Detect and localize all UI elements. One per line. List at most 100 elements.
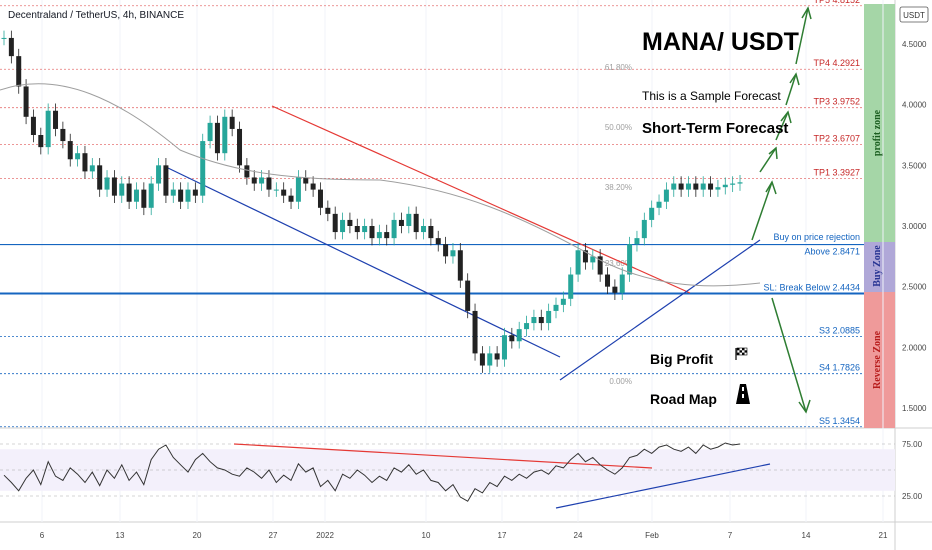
candle-body xyxy=(509,335,515,342)
candle-body xyxy=(685,183,691,190)
candle-body xyxy=(450,250,456,257)
buy-zone xyxy=(864,242,895,292)
candle-body xyxy=(104,177,110,190)
downside-arrow xyxy=(771,297,807,413)
price-tick-label: 4.5000 xyxy=(902,40,927,49)
candle-body xyxy=(45,110,51,148)
time-tick-label: 14 xyxy=(802,531,811,540)
descending-resistance-line[interactable] xyxy=(271,105,691,294)
candle-body xyxy=(16,56,22,87)
symbol-header: Decentraland / TetherUS, 4h, BINANCE xyxy=(8,10,184,21)
level-label: SL: Break Below 2.4434 xyxy=(763,283,860,293)
candle-body xyxy=(656,201,662,208)
big-profit-note: Big Profit xyxy=(650,351,713,367)
candle-body xyxy=(89,165,95,172)
candle-body xyxy=(362,226,368,233)
price-tick-label: 3.0000 xyxy=(902,222,927,231)
candle-body xyxy=(627,244,633,275)
candle-body xyxy=(332,213,338,233)
candle-body xyxy=(678,183,684,190)
downside-arrow-head xyxy=(798,399,811,414)
candle-body xyxy=(340,219,346,233)
level-label: TP2 3.6707 xyxy=(813,134,860,144)
candle-body xyxy=(560,298,566,305)
candle-body xyxy=(251,177,257,184)
candle-body xyxy=(612,286,618,293)
trend-lines xyxy=(167,105,771,509)
price-tick-label: 4.0000 xyxy=(902,101,927,110)
chart-title: MANA/ USDT xyxy=(642,28,799,56)
rsi-support-line[interactable] xyxy=(555,463,771,509)
reverse-zone-label: Reverse Zone xyxy=(872,330,883,389)
checkered-flag-icon xyxy=(735,347,748,360)
candle-body xyxy=(605,274,611,287)
candle-body xyxy=(200,141,206,196)
candle-body xyxy=(141,189,147,208)
candle-body xyxy=(295,177,301,202)
profit-zone xyxy=(864,4,895,242)
forecast-arrow-1 xyxy=(751,181,773,241)
profit-zone-label: profit zone xyxy=(872,109,883,156)
time-tick-label: 20 xyxy=(193,531,202,540)
sample-note: This is a Sample Forecast xyxy=(642,89,781,103)
rsi-axis: 75.00 25.00 xyxy=(902,440,923,501)
rsi-resistance-line[interactable] xyxy=(233,443,653,469)
price-candles xyxy=(1,30,743,373)
candle-body xyxy=(8,37,14,57)
candle-body xyxy=(30,116,36,135)
candle-body xyxy=(303,177,309,184)
forecast-arrow-5-head xyxy=(801,6,812,20)
descending-support-line[interactable] xyxy=(167,167,561,358)
candle-body xyxy=(516,329,522,342)
candle-body xyxy=(207,122,213,142)
forecast-arrow-3 xyxy=(775,111,789,141)
candle-body xyxy=(472,310,478,354)
price-pane xyxy=(0,0,895,428)
candle-body xyxy=(369,226,375,239)
candle-body xyxy=(708,183,714,190)
buy-note: Buy on price rejection xyxy=(773,232,860,242)
candle-body xyxy=(398,219,404,226)
candle-body xyxy=(23,86,29,117)
candle-body xyxy=(126,183,132,202)
candle-body xyxy=(590,256,596,263)
candle-body xyxy=(538,317,544,324)
candle-body xyxy=(487,353,493,366)
time-axis: 6 13 20 27 2022 10 17 24 Feb 7 14 21 xyxy=(40,531,888,540)
candle-body xyxy=(170,189,176,196)
candle-body xyxy=(148,183,154,208)
time-tick-label: 2022 xyxy=(316,531,334,540)
currency-label: USDT xyxy=(903,11,925,20)
candle-body xyxy=(192,189,198,196)
candle-body xyxy=(693,183,699,190)
candle-body xyxy=(531,317,537,324)
level-label: S4 1.7826 xyxy=(819,363,860,373)
rsi-tick-label: 25.00 xyxy=(902,492,923,501)
candle-body xyxy=(730,183,736,185)
price-tick-label: 2.0000 xyxy=(902,343,927,352)
currency-badge[interactable] xyxy=(899,6,929,23)
candle-body xyxy=(649,207,655,220)
ascending-support-line[interactable] xyxy=(559,239,761,381)
buy-zone-label: Buy Zone xyxy=(872,245,883,287)
candle-body xyxy=(178,189,184,202)
candle-body xyxy=(273,189,279,191)
candle-body xyxy=(214,122,220,154)
time-tick-label: 13 xyxy=(116,531,125,540)
level-label: S3 2.0885 xyxy=(819,326,860,336)
candle-body xyxy=(524,323,530,330)
fib-level-label: 38.20% xyxy=(605,183,632,192)
candle-body xyxy=(133,189,139,202)
candle-body xyxy=(715,187,721,190)
fib-level-label: 23.60% xyxy=(605,259,632,268)
forecast-arrows xyxy=(751,6,812,414)
price-tick-label: 3.5000 xyxy=(902,161,927,170)
candle-body xyxy=(501,335,507,360)
candle-body xyxy=(281,189,287,196)
candle-body xyxy=(97,165,103,190)
candle-body xyxy=(67,141,73,160)
moving-average-line xyxy=(0,83,761,287)
candle-body xyxy=(347,219,353,226)
candle-body xyxy=(244,165,250,178)
